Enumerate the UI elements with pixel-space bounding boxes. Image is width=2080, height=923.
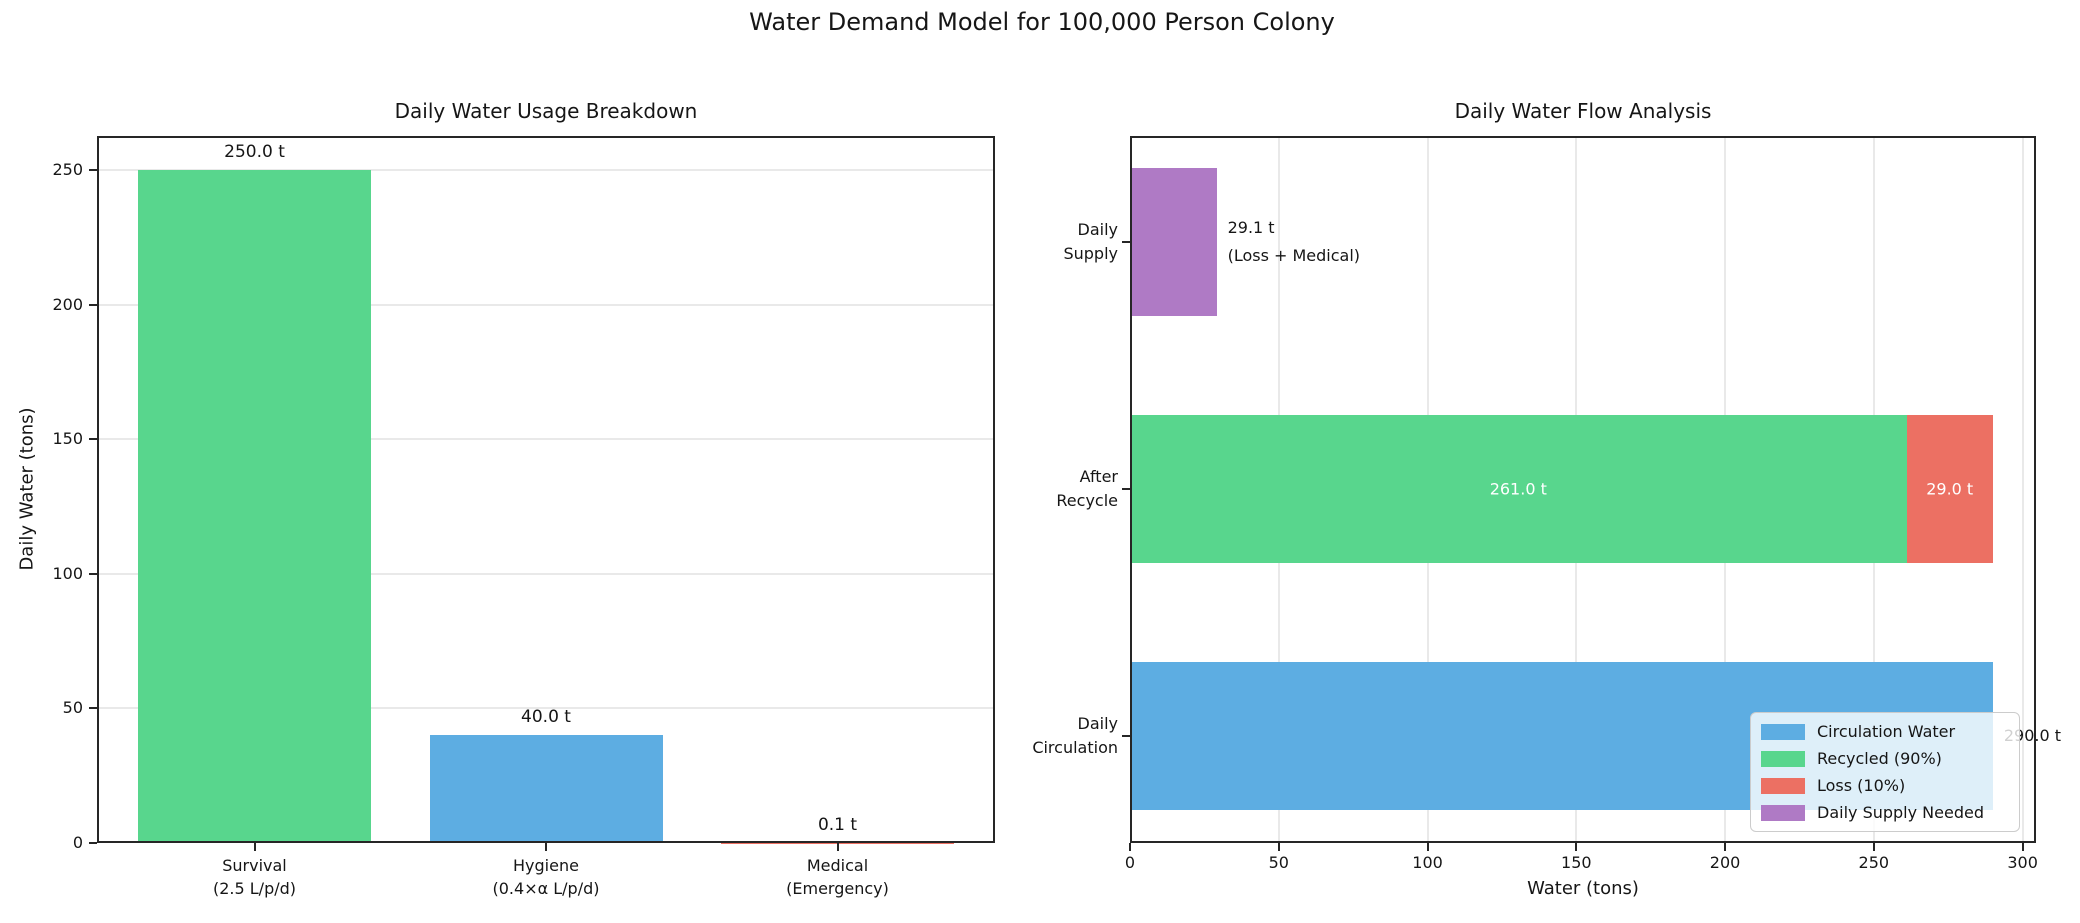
x-tick-label: 150 (1561, 853, 1592, 872)
x-tick-mark (1426, 843, 1429, 851)
x-tick-mark (1129, 843, 1131, 851)
legend-item: Loss (10%) (1761, 776, 2009, 795)
x-tick-mark (1872, 843, 1875, 851)
y-tick-label: 50 (62, 698, 83, 718)
y-tick-label: 250 (52, 159, 83, 179)
y-category-label: Daily Circulation (1032, 714, 1118, 757)
x-tick-mark (545, 843, 547, 851)
bar-outside-label: 29.1 t (Loss + Medical) (1227, 218, 1361, 265)
y-tick-label: 0 (72, 833, 83, 852)
x-tick-label: 300 (2007, 853, 2038, 872)
bar-value-label: 0.1 t (817, 814, 858, 835)
y-tick-mark (89, 303, 97, 306)
legend-swatch (1761, 723, 1805, 740)
x-category-label: Hygiene (0.4×α L/p/d) (492, 856, 600, 898)
gridline-horizontal (97, 707, 995, 710)
x-tick-mark (1277, 843, 1280, 851)
gridline-vertical (2021, 136, 2024, 843)
bar-value-label: 250.0 t (224, 141, 285, 162)
x-tick-label: 100 (1412, 853, 1443, 872)
right-chart-title: Daily Water Flow Analysis (1454, 99, 1712, 123)
x-tick-label: 0 (1124, 853, 1136, 872)
legend-item: Circulation Water (1761, 722, 2009, 741)
legend-swatch (1761, 777, 1805, 794)
legend-item: Recycled (90%) (1761, 749, 2009, 768)
x-tick-mark (1575, 843, 1578, 851)
segment-inside-label: 29.0 t (1926, 479, 1974, 499)
x-tick-label: 200 (1709, 853, 1741, 872)
legend-label: Loss (10%) (1817, 776, 1906, 795)
bar-segment (1130, 415, 1907, 563)
x-tick-label: 50 (1268, 853, 1289, 872)
bar-segment (1130, 168, 1217, 316)
y-category-label: Daily Supply (1063, 220, 1118, 263)
bar-value-label: 40.0 t (521, 707, 571, 728)
legend: Circulation Water Recycled (90%) Loss (10%… (1750, 712, 2020, 832)
legend-swatch (1761, 750, 1805, 767)
y-tick-mark (89, 438, 97, 441)
x-category-label: Survival (2.5 L/p/d) (212, 856, 297, 898)
bar-segment (1906, 415, 1993, 563)
y-tick-label: 200 (52, 294, 83, 314)
y-category-label: After Recycle (1056, 467, 1118, 510)
gridline-horizontal (97, 303, 995, 306)
x-tick-mark (253, 843, 256, 851)
legend-item: Daily Supply Needed (1761, 803, 2009, 822)
legend-label: Recycled (90%) (1817, 749, 1942, 768)
gridline-horizontal (97, 438, 995, 441)
y-tick-mark (89, 842, 97, 844)
figure-suptitle: Water Demand Model for 100,000 Person Co… (749, 8, 1335, 36)
y-tick-mark (1122, 735, 1130, 737)
x-tick-label: 250 (1858, 853, 1890, 872)
x-tick-mark (1724, 843, 1727, 851)
y-tick-mark (89, 572, 97, 575)
x-category-label: Medical (Emergency) (786, 856, 889, 898)
legend-label: Daily Supply Needed (1817, 803, 1984, 822)
left-chart-title: Daily Water Usage Breakdown (394, 99, 698, 123)
y-tick-label: 100 (52, 563, 83, 583)
x-tick-mark (836, 843, 839, 851)
y-tick-label: 150 (52, 429, 83, 449)
legend-swatch (1761, 804, 1805, 821)
segment-inside-label: 261.0 t (1489, 479, 1547, 499)
x-tick-mark (2021, 843, 2024, 851)
bar (429, 735, 663, 843)
y-tick-mark (89, 707, 97, 710)
right-chart-x-axis-label: Water (tons) (1527, 878, 1639, 899)
y-tick-mark (1122, 488, 1130, 490)
gridline-horizontal (97, 168, 995, 171)
gridline-horizontal (97, 572, 995, 575)
bar (138, 169, 371, 843)
y-tick-mark (89, 168, 97, 171)
legend-label: Circulation Water (1817, 722, 1956, 741)
y-tick-mark (1122, 241, 1130, 243)
